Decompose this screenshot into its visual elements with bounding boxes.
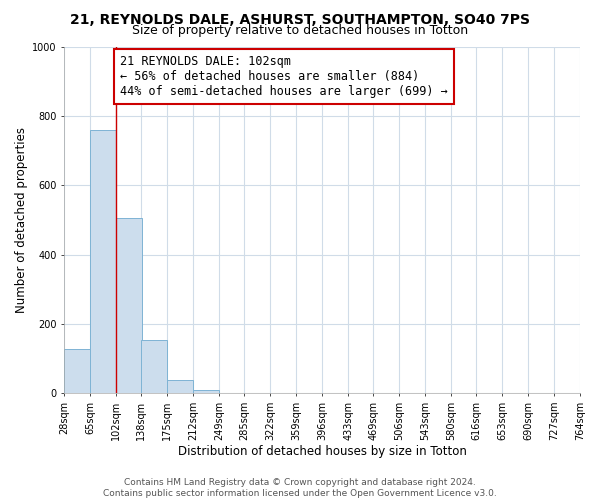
Bar xyxy=(90,130,116,393)
Text: Size of property relative to detached houses in Totton: Size of property relative to detached ho… xyxy=(132,24,468,37)
X-axis label: Distribution of detached houses by size in Totton: Distribution of detached houses by size … xyxy=(178,444,467,458)
Bar xyxy=(193,390,219,393)
Y-axis label: Number of detached properties: Number of detached properties xyxy=(15,127,28,313)
Bar xyxy=(116,218,142,393)
Bar xyxy=(167,380,193,393)
Text: 21, REYNOLDS DALE, ASHURST, SOUTHAMPTON, SO40 7PS: 21, REYNOLDS DALE, ASHURST, SOUTHAMPTON,… xyxy=(70,12,530,26)
Bar xyxy=(64,349,90,393)
Text: Contains HM Land Registry data © Crown copyright and database right 2024.
Contai: Contains HM Land Registry data © Crown c… xyxy=(103,478,497,498)
Text: 21 REYNOLDS DALE: 102sqm
← 56% of detached houses are smaller (884)
44% of semi-: 21 REYNOLDS DALE: 102sqm ← 56% of detach… xyxy=(121,55,448,98)
Bar xyxy=(142,340,167,393)
